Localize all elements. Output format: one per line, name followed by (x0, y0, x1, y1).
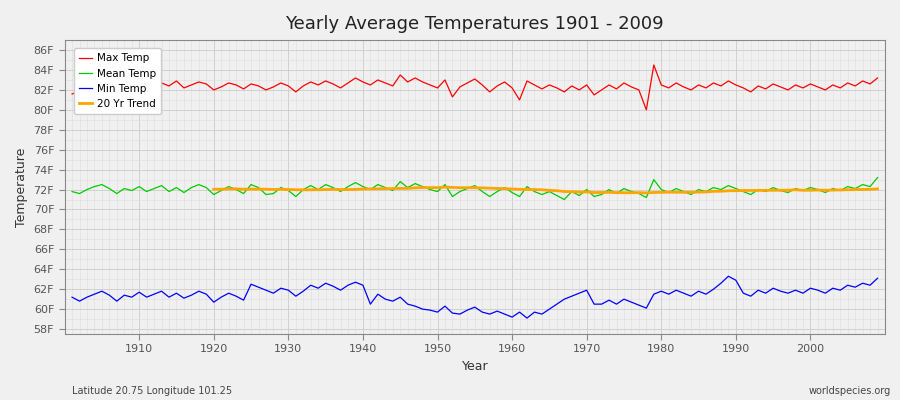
Mean Temp (67, 189, 77, 194)
Max Temp (648, 63, 659, 68)
20 Yr Trend (641, 190, 652, 195)
Min Temp (500, 312, 510, 316)
Min Temp (335, 288, 346, 292)
Mean Temp (500, 185, 510, 190)
20 Yr Trend (872, 186, 883, 191)
Mean Temp (126, 188, 137, 193)
Mean Temp (335, 189, 346, 194)
Min Temp (126, 295, 137, 300)
Max Temp (641, 108, 652, 112)
Legend: Max Temp, Mean Temp, Min Temp, 20 Yr Trend: Max Temp, Mean Temp, Min Temp, 20 Yr Tre… (74, 48, 161, 114)
Max Temp (500, 80, 510, 84)
Mean Temp (559, 197, 570, 202)
20 Yr Trend (439, 185, 450, 190)
Text: worldspecies.org: worldspecies.org (809, 386, 891, 396)
Mean Temp (872, 175, 883, 180)
Line: Mean Temp: Mean Temp (72, 178, 878, 200)
Min Temp (872, 276, 883, 281)
20 Yr Trend (410, 186, 420, 190)
Line: Min Temp: Min Temp (72, 276, 878, 318)
Max Temp (291, 90, 302, 94)
20 Yr Trend (790, 187, 801, 192)
20 Yr Trend (209, 187, 220, 192)
Max Temp (596, 88, 607, 92)
Max Temp (872, 76, 883, 80)
Line: 20 Yr Trend: 20 Yr Trend (214, 187, 878, 193)
Max Temp (507, 86, 517, 90)
Min Temp (291, 294, 302, 298)
Title: Yearly Average Temperatures 1901 - 2009: Yearly Average Temperatures 1901 - 2009 (285, 15, 664, 33)
Max Temp (335, 86, 346, 90)
Max Temp (67, 92, 77, 96)
Min Temp (507, 315, 517, 320)
Mean Temp (604, 187, 615, 192)
Min Temp (522, 316, 533, 320)
Line: Max Temp: Max Temp (72, 65, 878, 110)
Max Temp (126, 86, 137, 90)
Mean Temp (291, 194, 302, 199)
20 Yr Trend (857, 187, 868, 192)
Y-axis label: Temperature: Temperature (15, 147, 28, 227)
Min Temp (604, 298, 615, 302)
Min Temp (723, 274, 734, 279)
X-axis label: Year: Year (462, 360, 488, 373)
20 Yr Trend (298, 188, 309, 192)
20 Yr Trend (686, 190, 697, 195)
Min Temp (67, 295, 77, 300)
Text: Latitude 20.75 Longitude 101.25: Latitude 20.75 Longitude 101.25 (72, 386, 232, 396)
Mean Temp (507, 190, 517, 195)
20 Yr Trend (775, 188, 786, 193)
